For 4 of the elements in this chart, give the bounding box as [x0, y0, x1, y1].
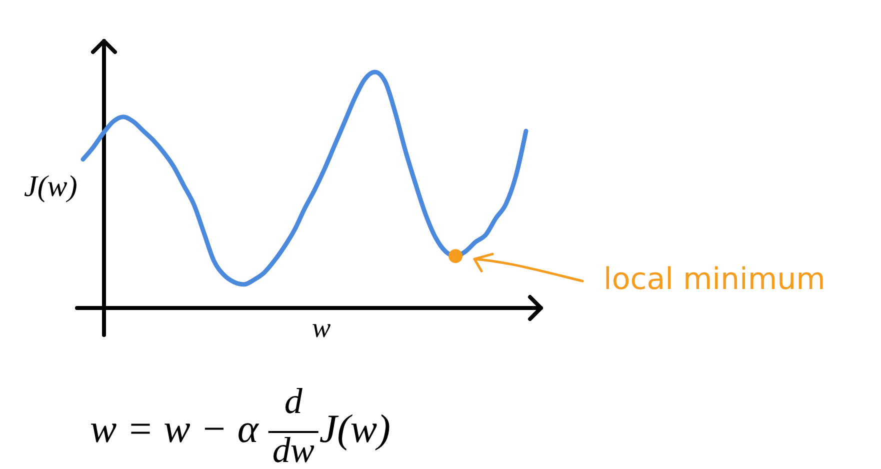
text: w = w − α $^{d}$$_{dw}$J(w): [90, 381, 390, 469]
x-axis-title: w: [312, 313, 331, 344]
y-axis-title: J(w): [24, 170, 78, 203]
text: local minimum: [604, 262, 826, 298]
